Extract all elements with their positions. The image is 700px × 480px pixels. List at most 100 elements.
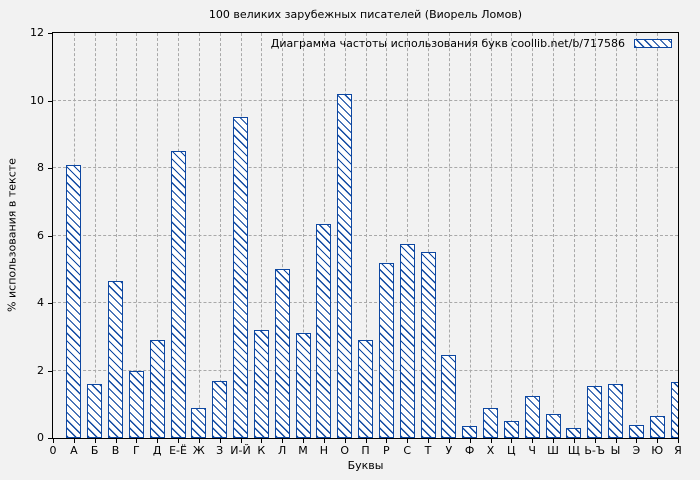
bar-Г [128,370,144,438]
x-tick-mark [657,439,659,443]
grid-line-v [594,33,596,438]
x-tick-mark [407,439,409,443]
bar-Ж [191,407,207,438]
grid-line-h-10 [53,99,678,101]
grid-line-v [532,33,534,438]
x-tick-label: С [403,444,411,457]
y-tick-label: 4 [37,296,44,309]
x-tick-mark [282,439,284,443]
grid-line-v [261,33,263,438]
grid-line-h-8 [53,167,678,168]
bar-Ь-Ъ [587,385,603,438]
x-tick-mark [73,439,75,443]
x-tick-mark [94,439,96,443]
bar-С [399,243,415,438]
x-tick-mark [573,439,575,443]
x-tick-mark [198,439,200,443]
y-tick-mark [48,33,52,34]
bar-Е-Ё [170,151,186,438]
x-tick-label: Щ [567,444,580,457]
bar-Л [274,269,290,438]
bar-Р [378,262,394,438]
grid-line-v [303,33,304,438]
x-tick-mark [178,439,179,443]
bar-Т [420,252,436,438]
x-tick-mark [323,439,325,443]
chart-title: 100 великих зарубежных писателей (Виорел… [208,8,523,21]
x-tick-mark [365,439,367,443]
grid-line-h-4 [53,302,678,303]
y-tick-mark [48,438,52,439]
legend-label: Диаграмма частоты использования букв coo… [270,37,625,50]
x-tick-label: Ю [651,444,664,457]
grid-line-v [657,33,659,438]
x-tick-mark [386,439,388,443]
x-tick-label: В [111,444,120,457]
bar-Ш [545,414,561,438]
x-tick-label: Ж [192,444,205,457]
legend-swatch [634,39,672,48]
y-tick-mark [48,370,52,372]
grid-line-v [94,33,96,438]
grid-line-v [198,33,200,438]
bar-П [358,340,373,438]
bar-Ц [503,421,519,438]
bar-А [66,164,82,438]
x-tick-mark [615,439,617,443]
legend: Диаграмма частоты использования букв coo… [271,37,672,50]
x-tick-mark [636,439,638,443]
x-tick-mark [157,439,159,443]
y-tick-label: 10 [30,93,44,107]
x-tick-label: Б [90,444,99,457]
grid-line-v [678,33,679,438]
grid-line-v [553,33,554,438]
bar-Ч [524,395,540,438]
bar-В [108,281,123,438]
x-tick-mark [53,439,54,443]
x-tick-mark [136,439,138,443]
x-tick-label: И-Й [230,444,251,457]
grid-line-v [469,33,471,438]
bar-Д [149,340,165,438]
x-tick-mark [469,439,471,443]
x-tick-mark [115,439,117,443]
x-axis-label: Буквы [347,459,384,472]
bar-У [441,355,457,438]
bar-И-Й [233,117,248,438]
x-tick-mark [511,439,513,443]
x-tick-mark [219,439,221,443]
x-tick-label: Ь-Ъ [584,444,605,457]
x-tick-label: 0 [49,444,57,457]
y-tick-label: 0 [37,431,44,444]
grid-line-v [136,33,138,438]
grid-line-v [448,33,450,438]
grid-line-v [386,33,388,438]
x-tick-mark [678,439,679,443]
x-tick-label: М [298,444,308,457]
x-tick-label: Я [674,444,682,457]
x-tick-label: Е-Ё [169,444,187,457]
x-tick-label: П [361,444,370,457]
x-tick-mark [240,439,242,443]
x-tick-label: З [216,444,224,457]
x-tick-label: Д [152,444,162,457]
y-tick-label: 12 [30,26,44,39]
bar-Ы [608,384,623,438]
y-tick-label: 6 [37,228,44,242]
x-tick-label: К [257,444,266,457]
x-tick-mark [448,439,450,443]
x-tick-label: Ч [528,444,536,457]
bar-Я [670,382,678,438]
bar-К [253,330,269,438]
grid-line-v [636,33,638,438]
bar-Б [87,384,103,438]
x-tick-mark [594,439,596,443]
grid-line-v [573,33,575,438]
y-tick-mark [48,100,52,102]
bar-О [337,93,353,438]
plot-area: Диаграмма частоты использования букв coo… [52,32,679,439]
x-tick-label: Р [383,444,390,457]
grid-line-v [428,33,429,438]
x-tick-label: О [340,444,349,457]
grid-line-v [157,33,159,438]
